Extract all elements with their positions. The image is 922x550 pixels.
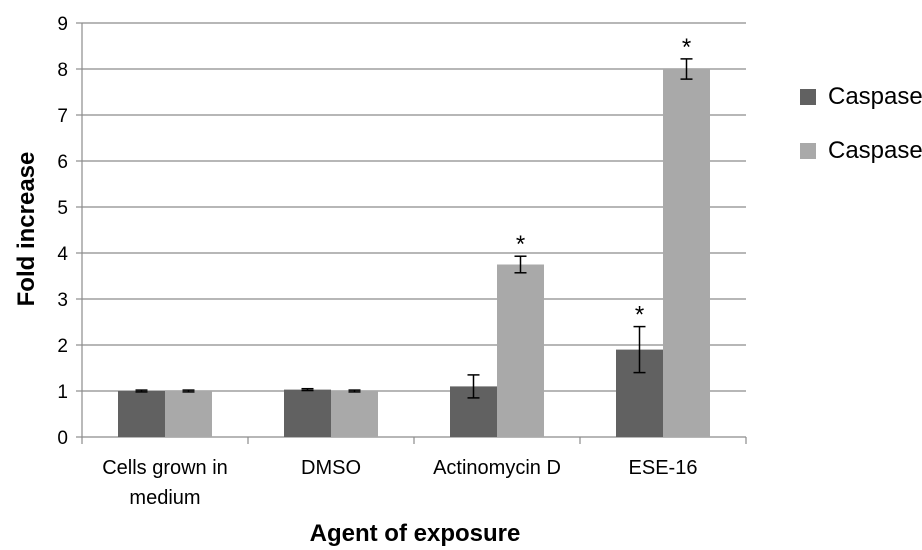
y-tick-label: 5 bbox=[57, 198, 68, 219]
bar bbox=[497, 264, 544, 437]
bars bbox=[118, 58, 710, 437]
y-tick-label: 8 bbox=[57, 60, 68, 81]
bar bbox=[284, 389, 331, 437]
legend-item-caspase-3: Caspase 3 bbox=[800, 124, 922, 178]
legend: Caspase 8 Caspase 3 bbox=[800, 70, 922, 178]
y-tick-label: 7 bbox=[57, 106, 68, 127]
y-tick-label: 1 bbox=[57, 382, 68, 403]
x-tick-label: medium bbox=[129, 487, 200, 509]
labels: 0 1 2 3 4 5 6 7 8 9 Cells grown in medium DMSO * Actin… bbox=[57, 14, 697, 509]
legend-item-caspase-8: Caspase 8 bbox=[800, 70, 922, 124]
x-tick-label: ESE-16 bbox=[629, 457, 698, 479]
y-tick-label: 2 bbox=[57, 336, 68, 357]
bar bbox=[165, 391, 212, 437]
legend-swatch bbox=[800, 143, 816, 159]
significance-marker: * bbox=[516, 231, 525, 258]
bar bbox=[663, 69, 710, 437]
legend-label: Caspase 8 bbox=[828, 83, 922, 110]
x-tick-label: Actinomycin D bbox=[433, 457, 561, 479]
x-tick-label: Cells grown in bbox=[102, 457, 228, 479]
significance-marker: * bbox=[682, 34, 691, 61]
legend-swatch bbox=[800, 89, 816, 105]
y-tick-label: 4 bbox=[57, 244, 68, 265]
gridlines bbox=[82, 22, 746, 392]
y-tick-label: 0 bbox=[57, 428, 68, 449]
y-tick-label: 3 bbox=[57, 290, 68, 311]
bar bbox=[118, 391, 165, 437]
significance-marker: * bbox=[635, 302, 644, 329]
bar bbox=[331, 391, 378, 437]
y-axis-title: Fold increase bbox=[13, 152, 40, 307]
y-tick-label: 6 bbox=[57, 152, 68, 173]
legend-label: Caspase 3 bbox=[828, 137, 922, 164]
x-axis-title: Agent of exposure bbox=[310, 520, 521, 547]
y-tick-label: 9 bbox=[57, 14, 68, 35]
x-tick-label: DMSO bbox=[301, 457, 361, 479]
